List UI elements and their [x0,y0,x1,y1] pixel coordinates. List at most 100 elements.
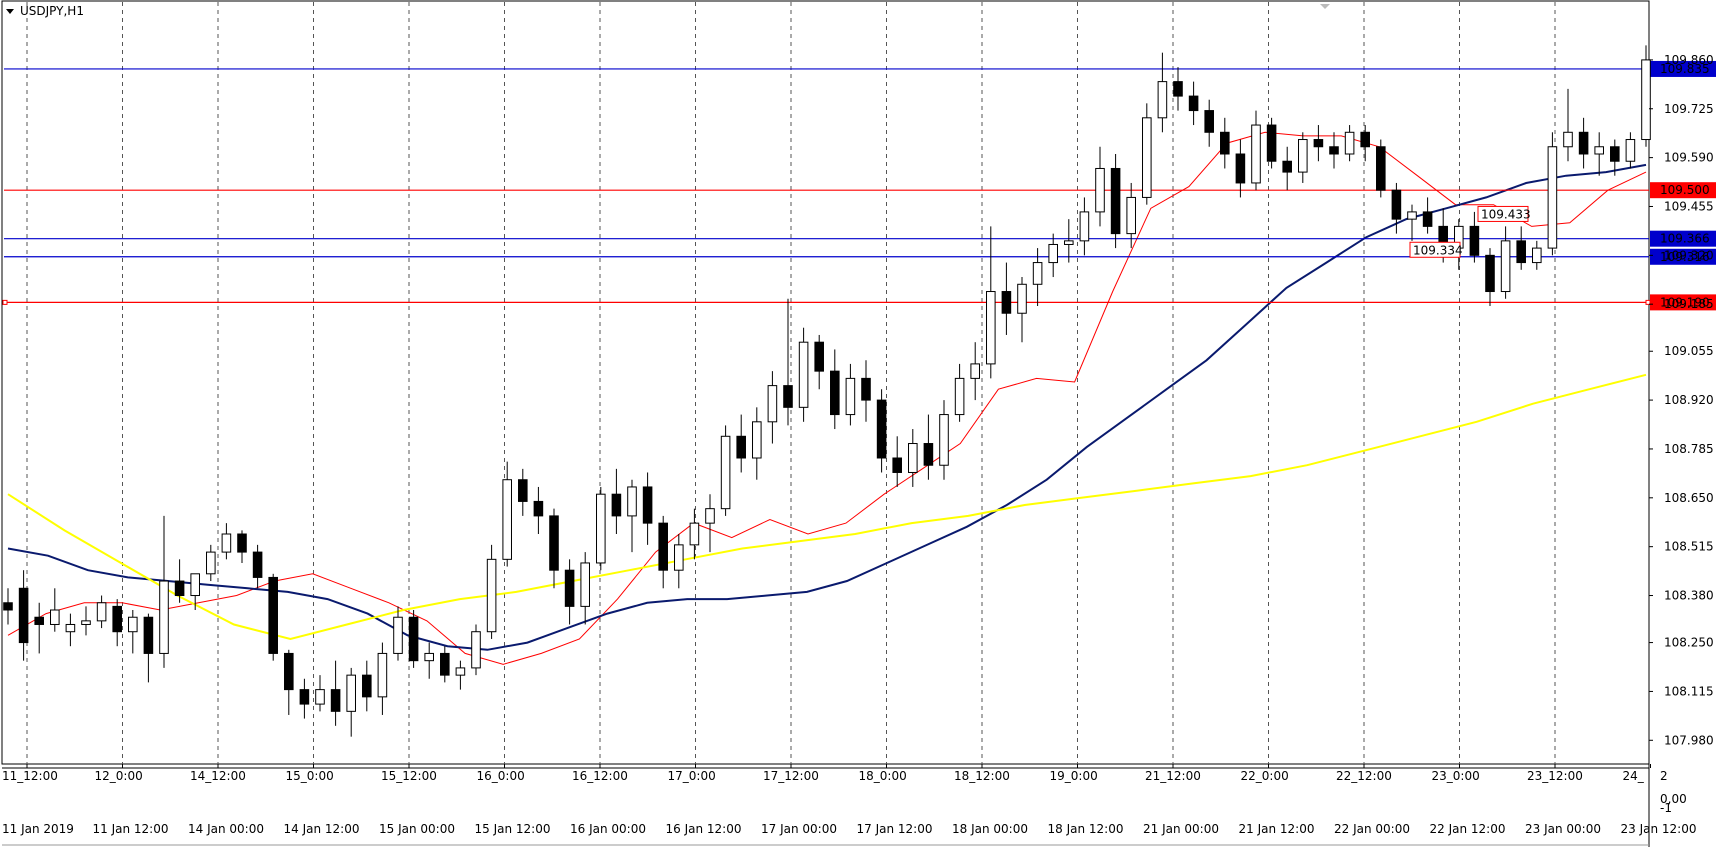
candle-body [408,616,419,662]
level-anchor-handle [1645,299,1651,305]
horizontal-level-layer[interactable]: 109.835 109.500 109.366 109.316 109.190 [2,60,1716,311]
level-price-tag [1650,182,1716,199]
candle-body [908,443,918,473]
candle-body [1266,124,1277,162]
chart-shift-marker-icon[interactable] [1320,4,1330,9]
candle-body [1625,139,1636,162]
subwindow-tick-label: 2 [1660,769,1668,783]
candle-body [720,435,731,510]
moving-average-layer [7,131,1647,665]
candle-body [315,689,325,705]
level-price-tag [1650,248,1716,265]
candle-body [939,414,949,466]
candle-body [1017,283,1027,314]
candle-body [736,435,746,459]
candle-body [767,385,778,423]
subwindow-time-label: 11 Jan 2019 [2,822,74,836]
candle-body [1422,211,1433,227]
candle-body [1110,167,1121,235]
candle-body [1173,81,1183,97]
time-tick-label: 18_12:00 [954,769,1010,783]
candle-body [1298,139,1308,173]
time-tick-label: 14_12:00 [190,769,246,783]
price-tick-label: 108.650 [1664,491,1714,505]
candle-body [346,674,356,712]
price-tick-label: 108.115 [1664,684,1714,698]
time-tick-label: 23_12:00 [1527,769,1583,783]
price-tick-label: 108.920 [1664,393,1714,407]
subwindow-time-label: 23 Jan 12:00 [1621,822,1697,836]
candle-body [393,616,403,654]
candle-body [923,443,934,466]
subwindow-time-label: 18 Jan 00:00 [952,822,1028,836]
chart-title-group: USDJPY,H1 [6,4,84,18]
time-tick-label: 16_0:00 [477,769,525,783]
candle-layer [3,45,1651,737]
candle-body [284,652,294,691]
candle-body [1594,146,1604,155]
chart-title: USDJPY,H1 [20,4,84,18]
time-tick-label: 15_0:00 [286,769,334,783]
candle-body [1157,81,1168,119]
title-dropdown-icon[interactable] [6,9,14,14]
candle-body [1313,139,1324,148]
price-tick-label: 109.185 [1664,297,1714,311]
candle-body [1126,196,1136,235]
level-price-text: 109.835 [1660,62,1710,76]
candle-body [798,341,809,408]
subwindow-time-label: 21 Jan 12:00 [1239,822,1315,836]
time-axis: 11_12:00 12_0:00 14_12:00 15_0:00 15_12:00 16… [2,764,1697,846]
price-label-box [1477,205,1529,222]
subwindow-time-label: 15 Jan 00:00 [379,822,455,836]
subwindow-time-label: 22 Jan 00:00 [1334,822,1410,836]
level-anchor-handle [2,299,8,305]
candle-body [1344,131,1355,155]
candle-body [1235,153,1246,184]
time-tick-label: 17_0:00 [668,769,716,783]
candle-body [783,385,793,408]
candle-body [1064,240,1074,245]
time-tick-label: 22_0:00 [1241,769,1289,783]
candle-body [471,631,481,669]
candle-body [34,616,44,625]
level-price-tag [1650,60,1716,77]
time-tick-label: 24_ [1623,769,1645,783]
time-tick-label: 15_12:00 [381,769,437,783]
candle-body [159,580,169,654]
candle-body [861,377,871,401]
candle-body [362,674,372,698]
candle-body [1048,243,1058,264]
candle-body [221,533,232,553]
time-tick-label: 23_0:00 [1432,769,1480,783]
candle-body [1641,59,1651,141]
candle-body [1251,124,1261,184]
time-tick-label: 22_12:00 [1336,769,1392,783]
price-label-box [1409,241,1461,258]
candle-body [549,515,559,571]
candle-body [892,457,902,473]
candle-body [1469,225,1480,256]
candle-body [50,609,60,625]
candle-body [1563,131,1573,148]
level-price-text: 109.190 [1660,295,1710,309]
candle-body [18,587,29,644]
candle-body [1329,146,1339,155]
subwindow-time-label: 22 Jan 12:00 [1430,822,1506,836]
candle-body [1360,131,1370,148]
candle-body [1188,95,1199,112]
candle-body [580,562,590,607]
candle-body [954,377,965,416]
candle-body [1282,160,1292,173]
level-price-text: 109.366 [1660,232,1710,246]
candle-body [845,377,856,416]
candle-body [455,667,466,676]
time-tick-label: 19_0:00 [1050,769,1098,783]
price-label-text: 109.334 [1413,243,1463,257]
subwindow-time-label: 17 Jan 12:00 [857,822,933,836]
price-tick-label: 108.515 [1664,540,1714,554]
candle-body [112,605,122,633]
candle-body [174,580,185,597]
candle-body [190,573,200,597]
subwindow-time-label: 21 Jan 00:00 [1143,822,1219,836]
